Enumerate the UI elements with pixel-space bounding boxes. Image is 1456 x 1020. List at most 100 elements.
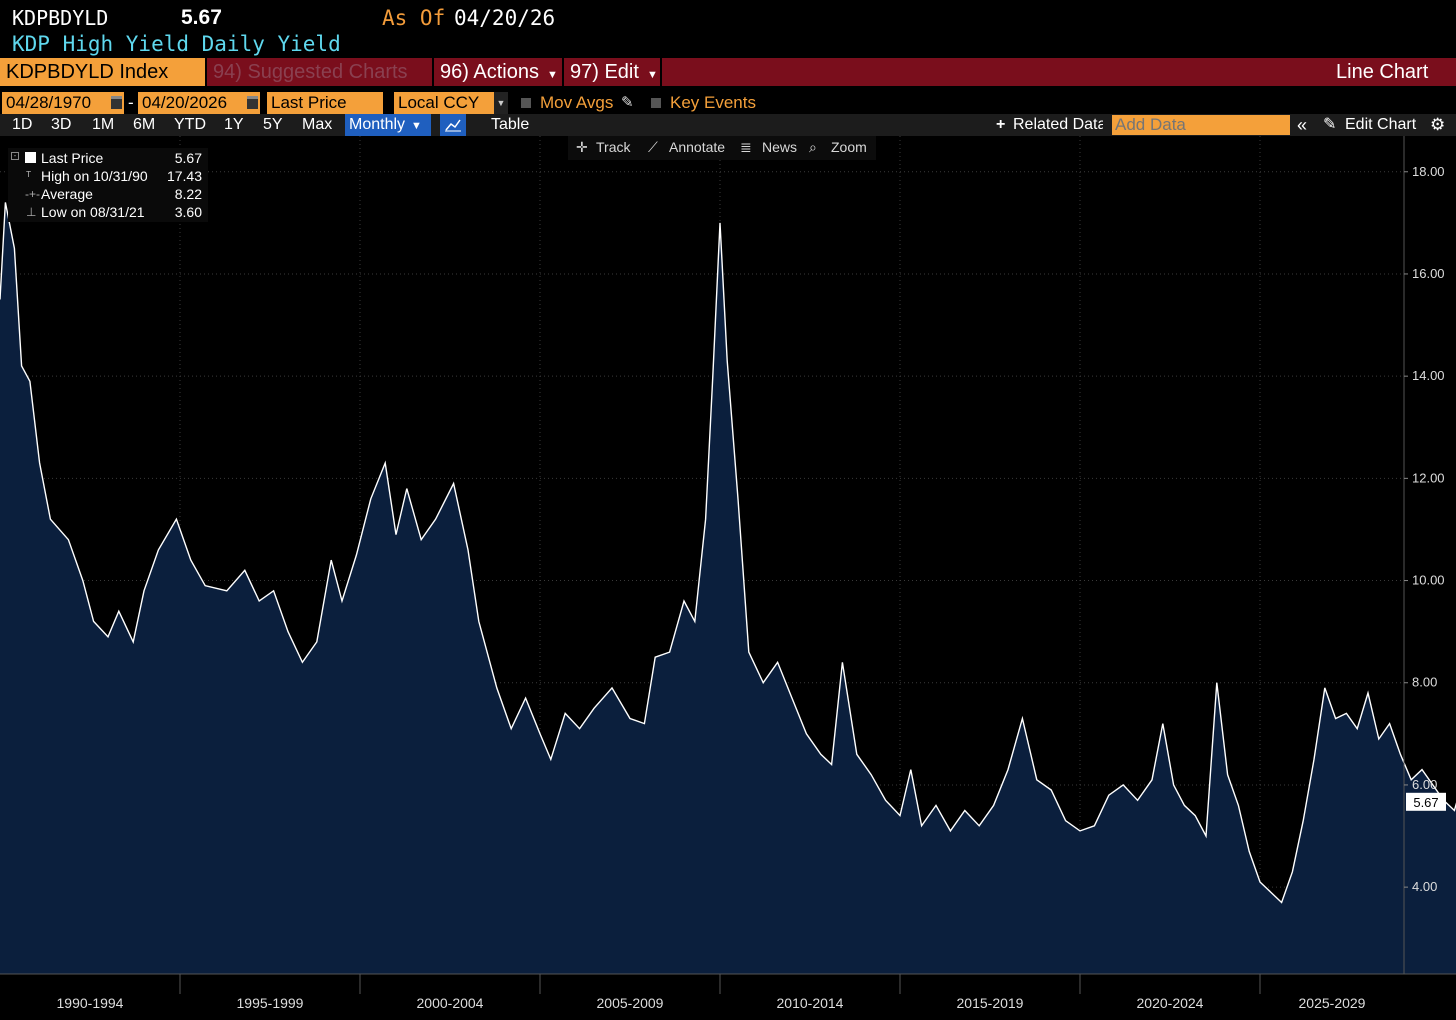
- y-axis-ticks: 4.00 6.00 8.00 10.00 12.00 14.00 16.00 18.00: [1404, 164, 1445, 894]
- legend-label: Low on 08/31/21: [41, 204, 145, 220]
- x-tick-label: 2005-2009: [597, 995, 664, 1011]
- security-field[interactable]: KDPBDYLD Index: [0, 58, 205, 86]
- start-date-value: 04/28/1970: [6, 93, 92, 112]
- gear-icon[interactable]: ⚙: [1430, 115, 1446, 134]
- annotate-icon: ⟋: [648, 139, 658, 155]
- news-button[interactable]: News: [762, 139, 798, 155]
- currency-selector[interactable]: Local CCY ▼: [394, 92, 508, 114]
- legend-low: ⊥ Low on 08/31/21 3.60: [8, 203, 208, 221]
- field-selector[interactable]: Last Price: [267, 92, 383, 114]
- y-tick-label: 8.00: [1412, 675, 1437, 690]
- legend-label: Last Price: [41, 150, 104, 166]
- x-axis-ticks: 1990-1994 1995-1999 2000-2004 2005-2009 2010…: [57, 974, 1366, 1011]
- period-1d[interactable]: 1D: [12, 116, 33, 133]
- x-tick-label: 2020-2024: [1137, 995, 1204, 1011]
- chart-area: 4.00 6.00 8.00 10.00 12.00 14.00 16.00 18.00 19…: [0, 136, 1456, 1011]
- collapse-icon[interactable]: -: [11, 152, 19, 160]
- dropdown-arrow-icon: ▼: [494, 92, 508, 114]
- pencil-icon[interactable]: ✎: [621, 94, 634, 111]
- y-tick-label: 12.00: [1412, 470, 1445, 485]
- last-price: 5.67: [181, 6, 222, 29]
- x-tick-label: 1990-1994: [57, 995, 124, 1011]
- y-tick-label: 18.00: [1412, 164, 1445, 179]
- end-date-field[interactable]: 04/20/2026: [138, 92, 260, 114]
- actions-label: 96) Actions: [440, 61, 539, 83]
- last-value-marker: 5.67: [1406, 792, 1446, 811]
- mov-avgs-label[interactable]: Mov Avgs: [540, 93, 614, 112]
- pencil-icon[interactable]: ✎: [1323, 116, 1337, 133]
- x-tick-label: 2025-2029: [1299, 995, 1366, 1011]
- y-tick-label: 6.00: [1412, 777, 1437, 792]
- y-tick-label: 14.00: [1412, 368, 1445, 383]
- period-1y[interactable]: 1Y: [224, 116, 244, 133]
- key-events-label[interactable]: Key Events: [670, 93, 756, 112]
- chart-type-label: Line Chart: [1336, 61, 1429, 83]
- chevron-down-icon: ▼: [411, 120, 422, 132]
- period-max[interactable]: Max: [302, 116, 333, 133]
- calendar-icon[interactable]: [247, 96, 258, 109]
- key-events-checkbox[interactable]: [651, 98, 661, 108]
- date-dash: -: [128, 93, 134, 112]
- legend-swatch: [25, 152, 36, 163]
- high-marker-icon: ᵀ: [26, 169, 32, 183]
- function-bar: KDPBDYLD Index 94) Suggested Charts 96) …: [0, 58, 1456, 86]
- security-description: KDP High Yield Daily Yield: [12, 32, 341, 56]
- zoom-button[interactable]: Zoom: [831, 139, 867, 155]
- legend-high: ᵀ High on 10/31/90 17.43: [8, 167, 208, 185]
- ticker: KDPBDYLD: [12, 6, 109, 30]
- low-marker-icon: ⊥: [26, 205, 37, 219]
- frequency-value: Monthly: [349, 116, 406, 133]
- edit-menu[interactable]: 97) Edit ▼: [564, 58, 660, 86]
- chart-legend: - Last Price 5.67 ᵀ High on 10/31/90 17.43 …: [8, 148, 208, 222]
- annotate-button[interactable]: Annotate: [669, 139, 726, 155]
- series-line: [0, 202, 1456, 904]
- last-value-box: [1406, 792, 1446, 811]
- legend-value: 5.67: [174, 150, 202, 166]
- mov-avgs-checkbox[interactable]: [521, 98, 531, 108]
- period-3d[interactable]: 3D: [51, 116, 72, 133]
- chart-tools: ✛ Track ⟋ Annotate ≣ News ⌕ Zoom: [568, 136, 876, 160]
- legend-label: Average: [41, 186, 93, 202]
- line-chart-icon[interactable]: [440, 114, 466, 136]
- period-1m[interactable]: 1M: [92, 116, 115, 133]
- period-row: 1D 3D 1M 6M YTD 1Y 5Y Max Monthly ▼ Table…: [0, 114, 1456, 136]
- x-tick-label: 2015-2019: [957, 995, 1024, 1011]
- add-data-input[interactable]: [1112, 115, 1290, 135]
- actions-menu[interactable]: 96) Actions ▼: [434, 58, 562, 86]
- series-area: [0, 202, 1456, 974]
- legend-value: 17.43: [166, 168, 202, 184]
- frequency-selector[interactable]: Monthly ▼: [345, 114, 431, 136]
- average-marker-icon: -+-: [25, 187, 40, 201]
- period-ytd[interactable]: YTD: [174, 116, 206, 133]
- calendar-icon[interactable]: [111, 96, 122, 109]
- start-date-field[interactable]: 04/28/1970: [2, 92, 124, 114]
- legend-average: -+- Average 8.22: [8, 185, 208, 203]
- security-header: KDPBDYLD 5.67 As Of 04/20/26: [0, 4, 1456, 30]
- end-date-value: 04/20/2026: [142, 93, 228, 112]
- track-button[interactable]: Track: [596, 139, 631, 155]
- news-icon: ≣: [740, 139, 752, 155]
- x-tick-label: 1995-1999: [237, 995, 304, 1011]
- last-value-label: 5.67: [1413, 795, 1438, 810]
- chevron-down-icon: ▼: [546, 69, 558, 81]
- zoom-icon: ⌕: [809, 139, 817, 155]
- edit-label: 97) Edit: [570, 61, 639, 83]
- y-tick-label: 10.00: [1412, 573, 1445, 588]
- legend-value: 3.60: [174, 204, 202, 220]
- edit-chart-button[interactable]: Edit Chart: [1345, 116, 1417, 133]
- chevron-down-icon: ▼: [646, 69, 658, 81]
- x-tick-label: 2010-2014: [777, 995, 844, 1011]
- legend-value: 8.22: [174, 186, 202, 202]
- related-data-button[interactable]: Related Data: [1013, 116, 1103, 133]
- plus-icon: +: [996, 116, 1006, 133]
- period-5y[interactable]: 5Y: [263, 116, 283, 133]
- y-tick-label: 4.00: [1412, 879, 1437, 894]
- table-button[interactable]: Table: [491, 116, 530, 133]
- period-6m[interactable]: 6M: [133, 116, 156, 133]
- legend-label: High on 10/31/90: [41, 168, 148, 184]
- suggested-charts-button[interactable]: 94) Suggested Charts: [213, 61, 408, 83]
- currency-value: Local CCY: [398, 93, 480, 112]
- x-tick-label: 2000-2004: [417, 995, 484, 1011]
- collapse-icon[interactable]: «: [1297, 115, 1308, 135]
- as-of-label: As Of: [382, 6, 446, 30]
